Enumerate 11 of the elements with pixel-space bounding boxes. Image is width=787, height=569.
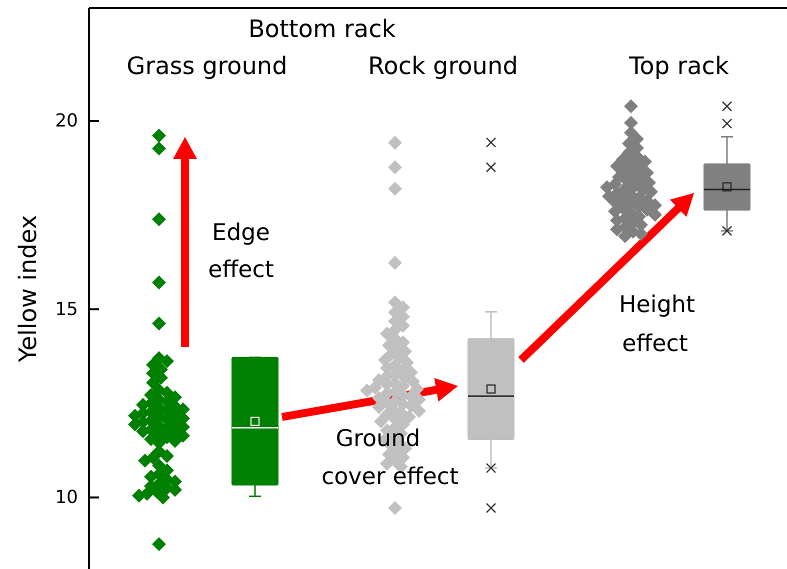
y-tick-label: 10 (55, 487, 78, 508)
x-tick-label: Rock ground (368, 52, 518, 80)
x-tick-label: Top rack (628, 52, 729, 80)
annotation: Edge effect (208, 220, 274, 283)
annotation: Height effect (618, 292, 696, 357)
y-axis-title: Yellow index (14, 214, 42, 364)
annotation: Bottom rack (248, 15, 396, 43)
y-tick-label: 20 (55, 110, 78, 132)
y-tick-label: 15 (55, 298, 78, 320)
annotation: Ground cover effect (321, 426, 459, 490)
x-tick-label: Grass ground (126, 52, 288, 80)
